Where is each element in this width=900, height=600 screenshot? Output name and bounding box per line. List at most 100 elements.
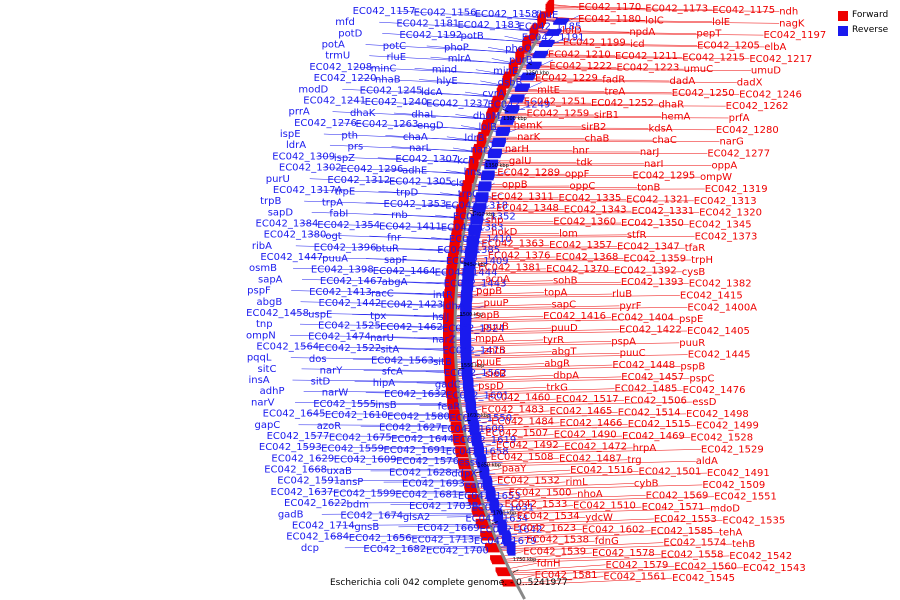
- reverse-gene-label: mfd: [335, 17, 355, 28]
- forward-connector: [449, 400, 624, 406]
- reverse-connector: [303, 390, 471, 394]
- reverse-gene-label: EC042_1241: [303, 95, 366, 106]
- forward-gene-label: hemK: [514, 120, 543, 131]
- forward-gene-feature: [508, 64, 516, 77]
- forward-gene-label: EC042_1534: [517, 511, 580, 522]
- forward-gene-feature: [458, 196, 468, 208]
- forward-gene-label: cysB: [682, 267, 706, 278]
- forward-gene-label: lom: [559, 228, 578, 239]
- reverse-gene-label: EC042_1444: [435, 267, 498, 278]
- reverse-gene-feature: [477, 457, 487, 469]
- forward-gene-label: oppC: [570, 181, 596, 192]
- forward-connector: [505, 576, 604, 585]
- reverse-gene-label: EC042_1600: [441, 424, 504, 435]
- forward-gene-feature: [447, 257, 458, 268]
- forward-gene-label: oppF: [565, 169, 590, 180]
- forward-gene-label: EC042_1363: [481, 239, 544, 250]
- forward-gene-feature: [444, 293, 455, 303]
- forward-gene-label: EC042_1217: [749, 54, 812, 65]
- forward-gene-label: EC042_1170: [578, 2, 641, 13]
- reverse-gene-label: EC042_1353: [384, 199, 447, 210]
- forward-gene-label: EC042_1422: [619, 325, 682, 336]
- forward-connector: [458, 449, 701, 455]
- reverse-gene-feature: [461, 359, 472, 369]
- reverse-connector: [496, 506, 516, 508]
- forward-gene-label: lolE: [712, 17, 730, 28]
- reverse-gene-label: EC042_1474: [308, 332, 371, 343]
- forward-gene-feature: [461, 184, 471, 196]
- forward-swatch: [838, 10, 848, 21]
- reverse-connector: [290, 357, 468, 361]
- reverse-gene-feature: [514, 87, 528, 92]
- forward-gene-label: EC042_1533: [505, 499, 568, 510]
- forward-gene-label: pepT: [696, 29, 722, 40]
- forward-gene-label: EC042_1529: [701, 444, 764, 455]
- reverse-gene-label: ompN: [246, 330, 276, 341]
- reverse-connector: [328, 502, 496, 504]
- forward-connector: [488, 540, 595, 549]
- reverse-gene-label: EC042_1183: [457, 20, 520, 31]
- forward-gene-label: EC042_1229: [535, 73, 598, 84]
- reverse-gene-label: fhuE: [536, 10, 559, 21]
- forward-gene-feature: [472, 148, 481, 160]
- forward-gene-label: narG: [719, 137, 743, 148]
- forward-connector: [450, 247, 685, 251]
- reverse-gene-label: purB: [509, 55, 533, 66]
- forward-gene-label: hnr: [572, 146, 590, 157]
- reverse-connector: [504, 528, 524, 530]
- reverse-gene-label: dhaK: [350, 108, 376, 119]
- forward-gene-label: EC042_1251: [524, 97, 587, 108]
- reverse-gene-label: EC042_1423: [380, 300, 443, 311]
- reverse-gene-label: EC042_1669: [417, 523, 480, 534]
- forward-gene-label: nagK: [779, 18, 805, 29]
- forward-connector: [452, 236, 695, 238]
- reverse-gene-label: abgA: [382, 277, 408, 288]
- reverse-gene-label: narU: [370, 333, 394, 344]
- forward-gene-label: paaY: [502, 464, 528, 475]
- forward-gene-label: EC042_1581: [535, 570, 598, 581]
- reverse-gene-feature: [463, 381, 474, 392]
- reverse-gene-label: ribA: [252, 241, 272, 252]
- reverse-gene-label: fabI: [329, 209, 348, 220]
- reverse-gene-label: engD: [417, 121, 444, 132]
- reverse-gene-feature: [499, 523, 508, 535]
- reverse-gene-feature: [464, 392, 475, 403]
- forward-connector: [500, 567, 743, 576]
- forward-connector: [459, 200, 694, 202]
- tick-label: 1450 kbp: [463, 262, 487, 268]
- forward-gene-label: ndh: [779, 6, 798, 17]
- forward-gene-label: puuE: [476, 357, 501, 368]
- reverse-connector: [369, 55, 537, 65]
- reverse-gene-label: EC042_1352: [453, 212, 516, 223]
- reverse-gene-label: narX: [471, 144, 495, 155]
- forward-connector: [450, 401, 693, 407]
- reverse-connector: [414, 360, 469, 364]
- tick-mark: [502, 109, 509, 113]
- reverse-gene-label: EC042_1674: [340, 511, 403, 522]
- forward-gene-label: EC042_1277: [707, 148, 770, 159]
- forward-connector: [447, 271, 682, 275]
- reverse-gene-label: EC042_1302: [279, 163, 342, 174]
- forward-gene-label: dhaR: [658, 100, 684, 111]
- forward-connector: [447, 376, 622, 382]
- tick-label: 1750 kbp: [513, 557, 537, 563]
- reverse-gene-label: eamA: [464, 480, 493, 491]
- reverse-gene-label: rnb: [391, 210, 408, 221]
- forward-gene-label: EC042_1210: [548, 49, 611, 60]
- forward-gene-label: pspE: [679, 314, 703, 325]
- reverse-connector: [330, 534, 508, 537]
- reverse-gene-label: hslJ: [432, 312, 449, 323]
- forward-gene-feature: [449, 245, 460, 256]
- reverse-gene-label: dhaL: [411, 109, 436, 120]
- forward-connector: [445, 305, 620, 309]
- forward-connector: [446, 283, 689, 287]
- reverse-gene-label: EC042_1610: [325, 410, 388, 421]
- reverse-gene-label: EC042_1296: [340, 164, 403, 175]
- reverse-gene-label: ldcA: [421, 87, 443, 98]
- forward-gene-feature: [492, 559, 506, 565]
- forward-gene-feature: [444, 365, 456, 375]
- reverse-gene-label: essQ: [458, 458, 483, 469]
- reverse-gene-label: EC042_1191: [522, 33, 585, 44]
- forward-gene-feature: [515, 51, 522, 65]
- forward-gene-label: EC042_1222: [549, 61, 612, 72]
